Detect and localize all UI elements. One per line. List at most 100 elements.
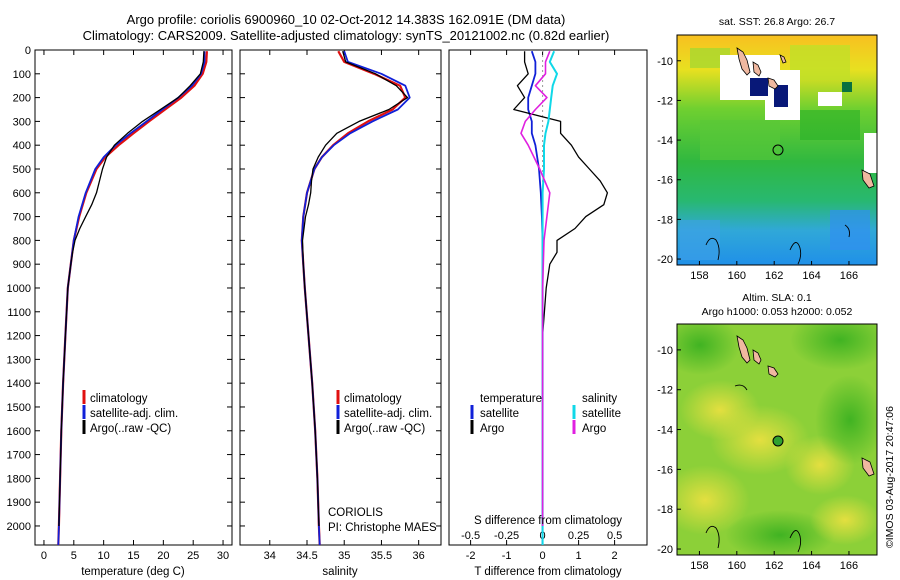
y-tick-label: 100: [13, 69, 31, 81]
y-tick-label: 1000: [7, 283, 31, 295]
header-line1: Argo profile: coriolis 6900960_10 02-Oct…: [127, 12, 566, 27]
map-x-tick-label: 162: [765, 270, 783, 282]
map-x-tick-label: 164: [802, 560, 820, 572]
y-tick-label: 1400: [7, 378, 31, 390]
sst-cold-cell: [750, 78, 768, 96]
sst-cold-cell: [842, 82, 852, 92]
y-tick-label: 400: [13, 140, 31, 152]
difference-axes: [448, 49, 648, 546]
island-shape: [767, 77, 779, 90]
salinity-legend: climatology satellite-adj. clim. Argo(..…: [336, 390, 432, 435]
x-tick-label: 0: [41, 550, 47, 562]
y-tick-label: 1300: [7, 354, 31, 366]
y-tick-label: 900: [13, 259, 31, 271]
annotation-institution: CORIOLIS: [328, 507, 383, 519]
legend-label-satellite: satellite-adj. clim.: [90, 408, 178, 420]
x-tick-label: 25: [187, 550, 199, 562]
map-x-tick-label: 164: [802, 270, 820, 282]
sst-map: sat. SST: 26.8 Argo: 26.7: [657, 16, 878, 282]
map-y-tick-label: -18: [657, 214, 673, 226]
series-line-argo-raw-qc-: [58, 51, 205, 527]
sla-map-frame: [676, 323, 878, 556]
x-tick-label: 0.5: [607, 530, 622, 542]
map-x-tick-label: 160: [728, 560, 746, 572]
x-tick-label: 15: [127, 550, 139, 562]
map-y-tick-label: -14: [657, 135, 673, 147]
legend-label-climatology: climatology: [90, 393, 148, 405]
sst-map-frame: [676, 34, 878, 266]
x-tick-label: 1: [576, 550, 582, 562]
island-shape: [752, 61, 762, 77]
y-tick-label: 1900: [7, 497, 31, 509]
x-tick-label: 5: [71, 550, 77, 562]
legend-label-temp-argo: Argo: [480, 423, 504, 435]
sla-map-title2: Argo h1000: 0.053 h2000: 0.052: [702, 306, 853, 318]
island-shape: [861, 457, 875, 477]
difference-legend-temperature: temperature satellite Argo: [470, 393, 542, 435]
y-tick-label: 800: [13, 235, 31, 247]
legend-label-climatology: climatology: [344, 393, 402, 405]
x-tick-label: 35.5: [371, 550, 392, 562]
x-tick-label: 34.5: [296, 550, 317, 562]
x-tick-label: 34: [264, 550, 276, 562]
argo-float-marker: [772, 435, 784, 447]
y-tick-label: 1500: [7, 402, 31, 414]
x-tick-label: 35: [338, 550, 350, 562]
map-x-tick-label: 158: [690, 270, 708, 282]
bathymetry-contour: [705, 237, 720, 261]
map-x-tick-label: 158: [690, 560, 708, 572]
legend-label-argo: Argo(..raw -QC): [90, 423, 171, 435]
x-tick-label: -0.25: [494, 530, 519, 542]
y-tick-label: 300: [13, 116, 31, 128]
x-tick-label: -2: [466, 550, 476, 562]
sst-cold-cell: [774, 85, 788, 107]
difference-legend-salinity: salinity satellite Argo: [572, 393, 621, 435]
map-x-tick-label: 166: [840, 560, 858, 572]
y-tick-label: 500: [13, 164, 31, 176]
series-line-temperature-argo: [513, 51, 609, 526]
x-tick-label: 0.25: [568, 530, 589, 542]
x-tick-label: 10: [98, 550, 110, 562]
s-difference-xlabel: S difference from climatology: [474, 515, 622, 527]
annotation-pi: PI: Christophe MAES: [328, 522, 437, 534]
legend-label-argo: Argo(..raw -QC): [344, 423, 425, 435]
x-tick-label: 0: [540, 550, 546, 562]
temperature-panel: 0100200300400500600700800900100011001200…: [7, 45, 233, 578]
legend-title-salinity: salinity: [582, 393, 617, 405]
map-y-tick-label: -10: [657, 345, 673, 357]
map-y-tick-label: -14: [657, 425, 673, 437]
salinity-axes: [239, 49, 442, 546]
island-shape: [752, 349, 762, 365]
y-tick-label: 600: [13, 188, 31, 200]
temperature-legend: climatology satellite-adj. clim. Argo(..…: [82, 390, 178, 435]
bathymetry-contour: [844, 224, 850, 238]
y-tick-label: 1600: [7, 426, 31, 438]
island-shape: [861, 169, 875, 189]
island-shape: [736, 335, 751, 364]
map-y-tick-label: -12: [657, 385, 673, 397]
x-tick-label: 30: [217, 550, 229, 562]
series-line-argo-raw-qc-: [301, 51, 409, 527]
y-tick-label: 1700: [7, 450, 31, 462]
legend-label-sal-satellite: satellite: [582, 408, 621, 420]
island-shape: [736, 47, 751, 76]
bathymetry-contour: [789, 530, 802, 553]
map-y-tick-label: -20: [657, 254, 673, 266]
x-tick-label: 2: [612, 550, 618, 562]
legend-label-temp-satellite: satellite: [480, 408, 519, 420]
bathymetry-contour: [789, 242, 802, 265]
map-y-tick-label: -16: [657, 175, 673, 187]
map-x-tick-label: 160: [728, 270, 746, 282]
salinity-xlabel: salinity: [322, 566, 357, 578]
x-tick-label: 36: [413, 550, 425, 562]
x-tick-label: 20: [157, 550, 169, 562]
map-x-tick-label: 162: [765, 560, 783, 572]
legend-title-temperature: temperature: [480, 393, 542, 405]
map-y-tick-label: -12: [657, 95, 673, 107]
bathymetry-contour: [705, 525, 720, 549]
imos-watermark: ©IMOS 03-Aug-2017 20:47:06: [884, 406, 896, 548]
header-line2: Climatology: CARS2009. Satellite-adjuste…: [83, 28, 610, 43]
map-y-tick-label: -20: [657, 544, 673, 556]
